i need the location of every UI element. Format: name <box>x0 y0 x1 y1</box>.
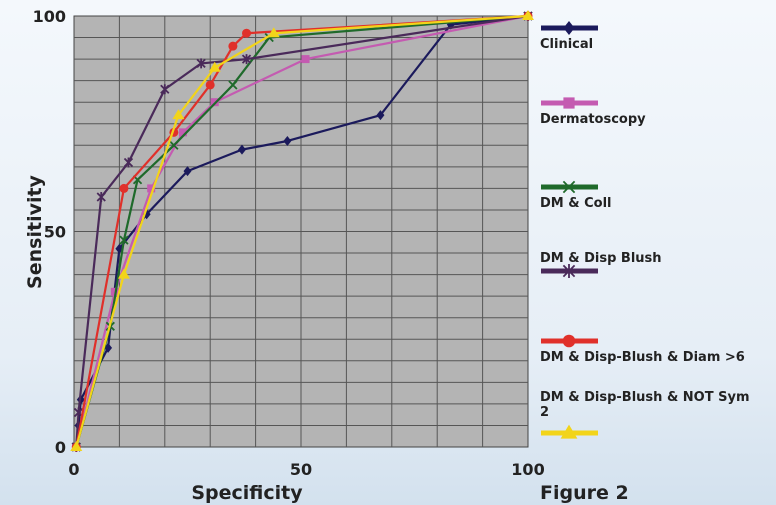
series-6 <box>70 10 534 451</box>
data-point <box>123 157 134 168</box>
series-line <box>75 14 529 448</box>
x-tick-label: 100 <box>511 460 544 479</box>
data-point <box>522 10 534 20</box>
legend-label: DM & Coll <box>540 196 612 211</box>
legend-label-continued: 2 <box>540 405 549 420</box>
series-line <box>75 14 529 448</box>
data-point <box>228 41 238 51</box>
data-point <box>183 166 192 177</box>
series-layer <box>70 10 534 452</box>
y-tick-label: 100 <box>33 7 66 26</box>
legend-entry: Dermatoscopy <box>540 97 646 127</box>
y-tick-label: 50 <box>44 223 66 242</box>
legend-label: Clinical <box>540 37 593 52</box>
data-point <box>169 140 179 150</box>
data-point <box>117 268 130 279</box>
data-point <box>301 55 310 64</box>
data-point <box>70 441 83 451</box>
data-point <box>562 334 576 348</box>
legend-entry: DM & Disp-Blush & Diam >6 <box>540 334 745 365</box>
data-point <box>267 27 280 38</box>
data-point <box>563 97 575 109</box>
data-point <box>119 235 129 245</box>
data-point <box>205 80 215 90</box>
x-tick-label: 0 <box>68 460 79 479</box>
data-point <box>376 110 385 121</box>
grid <box>74 16 528 447</box>
legend-label: DM & Disp Blush <box>540 251 662 266</box>
data-point <box>160 84 170 95</box>
data-point <box>119 183 129 193</box>
legend-entry: Clinical <box>540 21 598 52</box>
data-point <box>562 264 576 278</box>
data-point <box>96 192 106 203</box>
data-point <box>172 109 185 120</box>
y-axis-title: Sensitivity <box>24 174 46 288</box>
ticks-layer: 0 50 100 0 50 100 <box>33 7 545 479</box>
data-point <box>562 180 576 194</box>
legend-label: DM & Disp-Blush & NOT Sym <box>540 390 750 405</box>
legend-label: Dermatoscopy <box>540 112 646 127</box>
y-tick-label: 0 <box>55 438 66 457</box>
x-tick-label: 50 <box>290 460 312 479</box>
data-point <box>208 61 221 72</box>
data-point <box>237 144 246 155</box>
x-axis-title: Specificity <box>191 482 303 504</box>
data-point <box>196 58 206 69</box>
legend-entry: DM & Disp Blush <box>540 251 662 278</box>
data-point <box>241 54 252 65</box>
data-point <box>242 28 252 38</box>
data-point <box>178 128 187 137</box>
data-point <box>563 21 575 35</box>
data-point <box>560 424 578 439</box>
data-point <box>283 135 292 146</box>
data-point <box>228 80 238 90</box>
legend-entry: DM & Coll <box>540 180 612 211</box>
figure-caption: Figure 2 <box>540 482 629 504</box>
legend-label: DM & Disp-Blush & Diam >6 <box>540 350 745 365</box>
data-point <box>147 184 156 193</box>
legend: Clinical Dermatoscopy DM & Coll DM & Disp B… <box>540 21 750 439</box>
